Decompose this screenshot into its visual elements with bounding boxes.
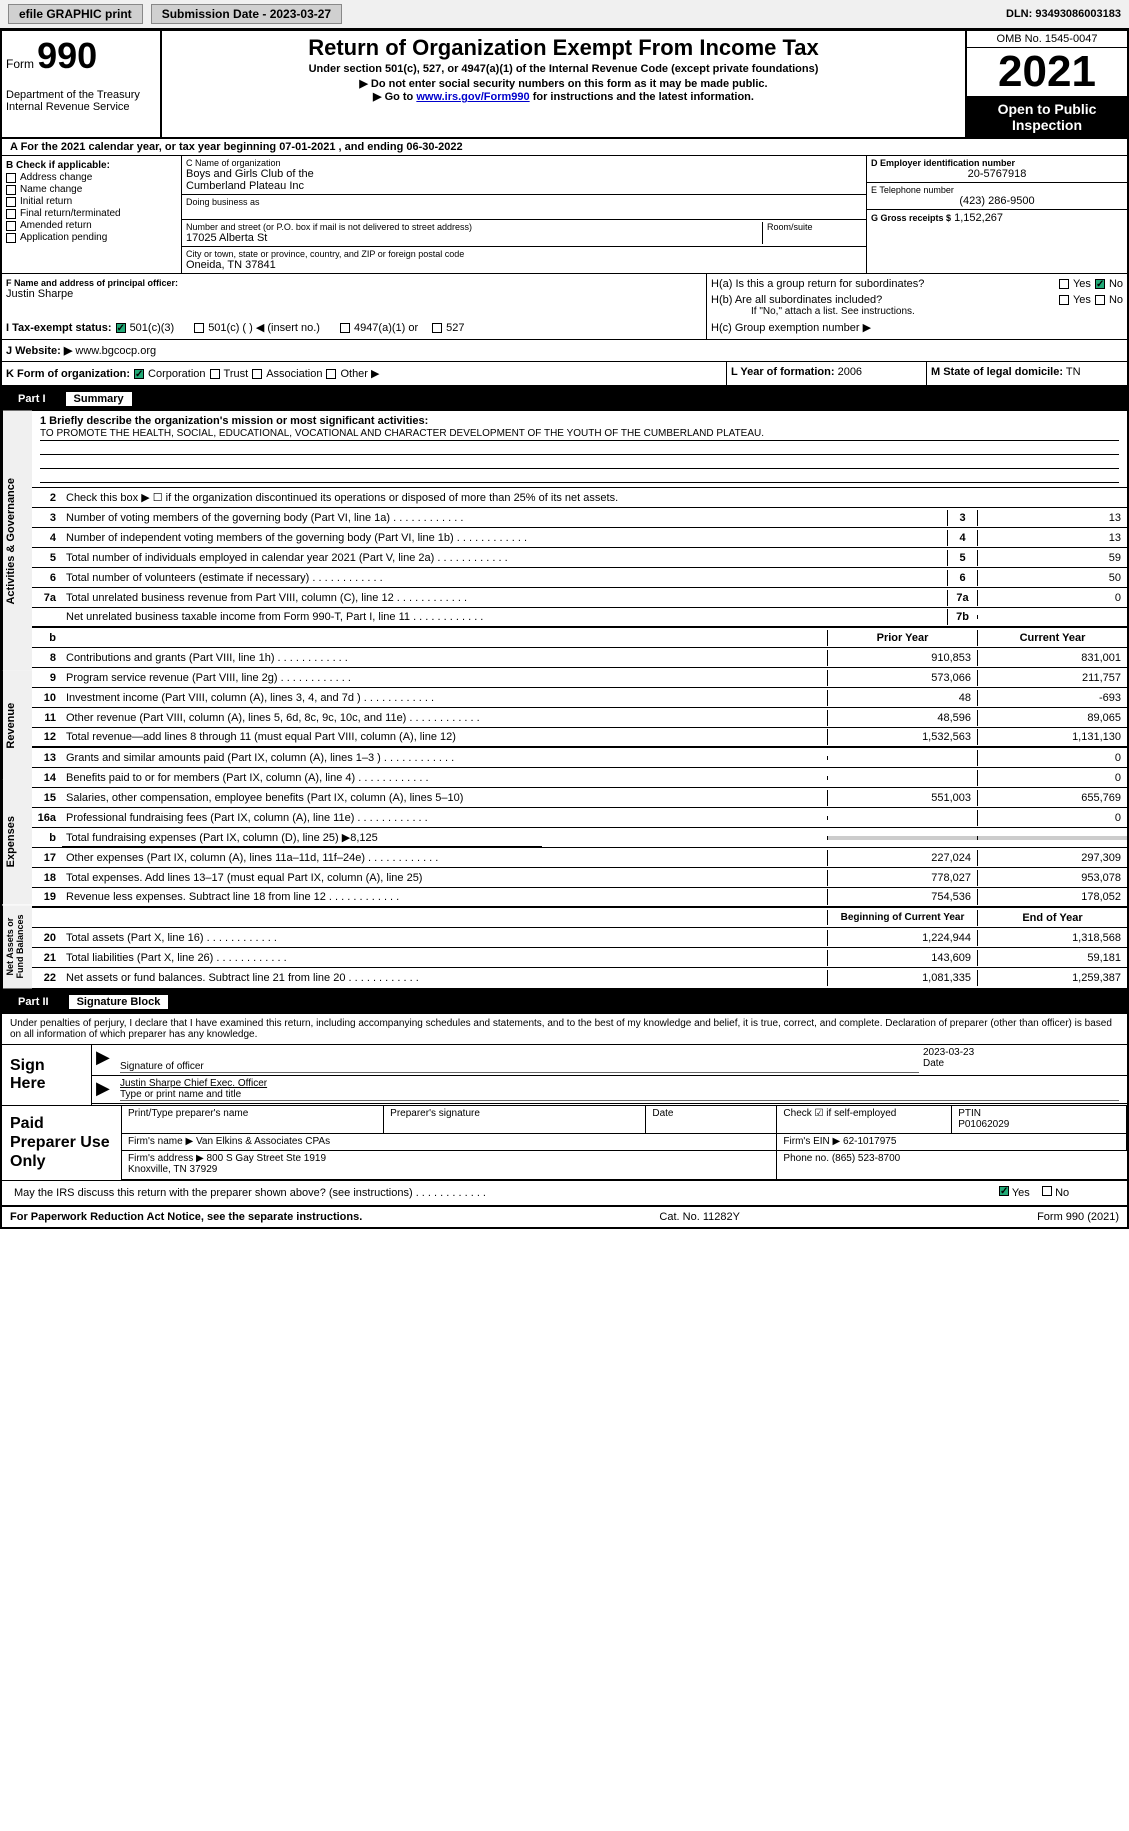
cb-discuss-no[interactable] bbox=[1042, 1186, 1052, 1196]
cb-ha-yes[interactable] bbox=[1059, 279, 1069, 289]
sign-here-label: Sign Here bbox=[2, 1045, 92, 1105]
cb-name-change[interactable] bbox=[6, 185, 16, 195]
cb-app-pending[interactable] bbox=[6, 233, 16, 243]
part2-body: Under penalties of perjury, I declare th… bbox=[0, 1014, 1129, 1207]
cb-ha-no[interactable] bbox=[1095, 279, 1105, 289]
section-bcd: B Check if applicable: Address change Na… bbox=[0, 156, 1129, 274]
cb-corp[interactable] bbox=[134, 369, 144, 379]
side-activities: Activities & Governance bbox=[2, 411, 32, 671]
side-netassets: Net Assets or Fund Balances bbox=[2, 905, 32, 988]
cb-527[interactable] bbox=[432, 323, 442, 333]
cb-4947[interactable] bbox=[340, 323, 350, 333]
submission-date: Submission Date - 2023-03-27 bbox=[151, 4, 342, 24]
section-fh: F Name and address of principal officer:… bbox=[0, 274, 1129, 340]
irs-link[interactable]: www.irs.gov/Form990 bbox=[416, 91, 529, 103]
cb-hb-yes[interactable] bbox=[1059, 295, 1069, 305]
dept-label: Department of the Treasury Internal Reve… bbox=[6, 77, 156, 113]
ptin: P01062029 bbox=[958, 1119, 1009, 1130]
cb-address-change[interactable] bbox=[6, 173, 16, 183]
val-3: 13 bbox=[977, 510, 1127, 526]
phone: (423) 286-9500 bbox=[871, 195, 1123, 207]
form-subtitle: Under section 501(c), 527, or 4947(a)(1)… bbox=[166, 63, 961, 75]
cb-hb-no[interactable] bbox=[1095, 295, 1105, 305]
form-note-1: ▶ Do not enter social security numbers o… bbox=[166, 77, 961, 90]
omb-number: OMB No. 1545-0047 bbox=[967, 31, 1127, 48]
form-header: Form 990 Department of the Treasury Inte… bbox=[0, 29, 1129, 139]
box-deg: D Employer identification number 20-5767… bbox=[867, 156, 1127, 273]
cb-discuss-yes[interactable] bbox=[999, 1186, 1009, 1196]
form-word: Form bbox=[6, 57, 34, 71]
state-domicile: TN bbox=[1066, 366, 1081, 378]
dln-label: DLN: 93493086003183 bbox=[1006, 8, 1121, 20]
principal-officer: Justin Sharpe bbox=[6, 288, 702, 300]
efile-button[interactable]: efile GRAPHIC print bbox=[8, 4, 143, 24]
firm-phone: (865) 523-8700 bbox=[832, 1153, 900, 1164]
box-b: B Check if applicable: Address change Na… bbox=[2, 156, 182, 273]
paid-preparer-label: Paid Preparer Use Only bbox=[2, 1106, 122, 1180]
tax-exempt-row: I Tax-exempt status: 501(c)(3) 501(c) ( … bbox=[6, 321, 702, 334]
ein: 20-5767918 bbox=[871, 168, 1123, 180]
part2-header: Part II Signature Block bbox=[0, 990, 1129, 1014]
firm-name: Van Elkins & Associates CPAs bbox=[196, 1136, 330, 1147]
website: www.bgcocp.org bbox=[75, 345, 156, 357]
cb-initial-return[interactable] bbox=[6, 197, 16, 207]
mission-text: TO PROMOTE THE HEALTH, SOCIAL, EDUCATION… bbox=[40, 427, 1119, 441]
firm-ein: 62-1017975 bbox=[843, 1136, 896, 1147]
top-toolbar: efile GRAPHIC print Submission Date - 20… bbox=[0, 0, 1129, 29]
cb-trust[interactable] bbox=[210, 369, 220, 379]
section-klm: K Form of organization: Corporation Trus… bbox=[0, 362, 1129, 387]
period-row: A For the 2021 calendar year, or tax yea… bbox=[0, 139, 1129, 156]
cb-other[interactable] bbox=[326, 369, 336, 379]
cb-assoc[interactable] bbox=[252, 369, 262, 379]
side-revenue: Revenue bbox=[2, 671, 32, 780]
val-6: 50 bbox=[977, 570, 1127, 586]
form-note-2: ▶ Go to www.irs.gov/Form990 for instruct… bbox=[166, 90, 961, 103]
gross-receipts: 1,152,267 bbox=[954, 212, 1003, 224]
val-4: 13 bbox=[977, 530, 1127, 546]
cb-501c3[interactable] bbox=[116, 323, 126, 333]
cb-501c[interactable] bbox=[194, 323, 204, 333]
org-address: 17025 Alberta St bbox=[186, 232, 762, 244]
form-number: 990 bbox=[37, 35, 97, 76]
officer-name: Justin Sharpe Chief Exec. Officer bbox=[120, 1078, 267, 1089]
year-formation: 2006 bbox=[838, 366, 862, 378]
declaration-text: Under penalties of perjury, I declare th… bbox=[2, 1014, 1127, 1044]
org-name: Boys and Girls Club of the Cumberland Pl… bbox=[186, 168, 862, 192]
cb-final-return[interactable] bbox=[6, 209, 16, 219]
public-inspection: Open to PublicInspection bbox=[967, 97, 1127, 137]
org-city: Oneida, TN 37841 bbox=[186, 259, 862, 271]
box-c: C Name of organization Boys and Girls Cl… bbox=[182, 156, 867, 273]
val-7b bbox=[977, 615, 1127, 619]
part1-body: Activities & Governance Revenue Expenses… bbox=[0, 411, 1129, 990]
val-7a: 0 bbox=[977, 590, 1127, 606]
part1-header: Part I Summary bbox=[0, 387, 1129, 411]
cb-amended[interactable] bbox=[6, 221, 16, 231]
tax-year: 2021 bbox=[967, 48, 1127, 97]
page-footer: For Paperwork Reduction Act Notice, see … bbox=[0, 1207, 1129, 1229]
side-expenses: Expenses bbox=[2, 779, 32, 904]
val-5: 59 bbox=[977, 550, 1127, 566]
section-j: J Website: ▶ www.bgcocp.org bbox=[0, 340, 1129, 362]
form-title: Return of Organization Exempt From Incom… bbox=[166, 35, 961, 61]
